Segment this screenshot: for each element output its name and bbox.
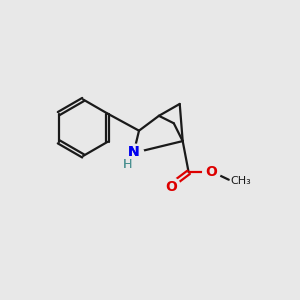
Text: N: N bbox=[128, 145, 140, 159]
Point bbox=[125, 162, 130, 167]
Text: H: H bbox=[123, 158, 132, 171]
Text: CH₃: CH₃ bbox=[230, 176, 251, 186]
Point bbox=[208, 170, 213, 175]
Text: N: N bbox=[128, 145, 140, 159]
Point bbox=[131, 151, 136, 155]
Text: O: O bbox=[165, 180, 177, 194]
Point bbox=[168, 183, 173, 188]
Text: O: O bbox=[205, 165, 217, 179]
Text: H: H bbox=[123, 158, 132, 171]
